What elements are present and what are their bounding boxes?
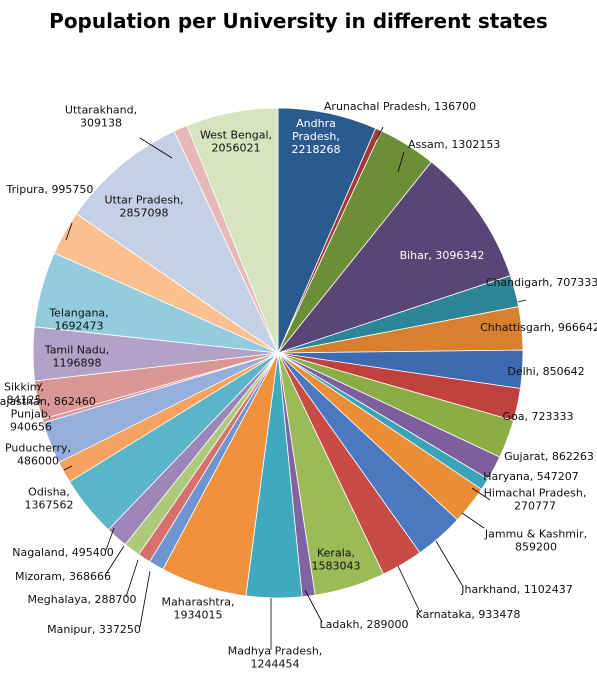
slice-label-chandigarh: Chandigarh, 707333: [486, 276, 597, 289]
slice-label-himachal-pradesh: Himachal Pradesh, 270777: [484, 487, 587, 513]
pie-slice-west-bengal: [186, 107, 279, 354]
slice-label-maharashtra: Maharashtra, 1934015: [162, 596, 235, 622]
slice-label-rajasthan: Rajasthan, 862460: [0, 395, 96, 408]
leader-line-arunachal-pradesh: [376, 126, 384, 140]
slice-label-arunachal-pradesh: Arunachal Pradesh, 136700: [324, 100, 476, 113]
pie-slices: [32, 107, 524, 599]
slice-label-andhra-pradesh: Andhra Pradesh, 2218268: [292, 117, 341, 156]
leader-line-puducherry: [63, 465, 73, 471]
slice-label-uttarakhand: Uttarakhand, 309138: [65, 104, 137, 130]
leader-line-sikkim: [37, 382, 43, 391]
slice-label-nagaland: Nagaland, 495400: [12, 546, 113, 559]
slice-label-delhi: Delhi, 850642: [507, 365, 584, 378]
leader-line-mizoram: [105, 545, 125, 575]
slice-label-west-bengal: West Bengal, 2056021: [200, 129, 272, 155]
slice-labels: Andhra Pradesh, 2218268 Arunachal Pradesh, …: [0, 100, 597, 671]
slice-label-jharkhand: Jharkhand, 1102437: [460, 583, 573, 596]
leader-lines: [37, 126, 527, 650]
leader-line-tripura: [65, 222, 73, 241]
leader-line-manipur: [139, 570, 151, 628]
slice-label-bihar: Bihar, 3096342: [400, 249, 485, 262]
slice-label-goa: Goa, 723333: [503, 410, 574, 423]
slice-label-tripura: Tripura, 995750: [6, 183, 94, 196]
slice-label-meghalaya: Meghalaya, 288700: [28, 593, 137, 606]
slice-label-ladakh: Ladakh, 289000: [320, 618, 409, 631]
slice-label-tamil-nadu: Tamil Nadu, 1196898: [44, 344, 109, 370]
slice-label-assam: Assam, 1302153: [408, 138, 500, 151]
slice-label-punjab: Punjab, 940656: [10, 408, 52, 434]
slice-label-mizoram: Mizoram, 368666: [15, 570, 111, 583]
chart-title: Population per University in different s…: [49, 9, 548, 33]
leader-line-uttarakhand: [139, 137, 173, 159]
slice-label-odisha: Odisha, 1367562: [25, 486, 74, 512]
slice-label-kerala: Kerala, 1583043: [312, 547, 361, 573]
slice-label-gujarat: Gujarat, 862263: [504, 450, 594, 463]
slice-label-madhya-pradesh: Madhya Pradesh, 1244454: [228, 645, 323, 671]
leader-line-karnataka: [397, 565, 421, 613]
leader-line-himachal-pradesh: [471, 487, 491, 501]
leader-line-jharkhand: [435, 540, 463, 586]
leader-line-jammu-and-kashmir: [461, 512, 485, 529]
slice-label-telangana: Telangana, 1692473: [48, 307, 108, 333]
slice-label-manipur: Manipur, 337250: [47, 623, 141, 636]
slice-label-chhattisgarh: Chhattisgarh, 966642: [480, 321, 597, 334]
leader-line-nagaland: [105, 527, 115, 551]
leader-line-meghalaya: [125, 559, 139, 598]
leader-line-assam: [397, 151, 405, 173]
pie-slice-bihar: [276, 161, 511, 354]
slice-label-haryana: Haryana, 547207: [483, 470, 578, 483]
slice-label-jammu-and-kashmir: Jammu & Kashmir, 859200: [484, 528, 587, 554]
pie-slice-uttar-pradesh: [75, 130, 279, 355]
leader-line-ladakh: [304, 589, 323, 623]
slice-label-puducherry: Puducherry, 486000: [5, 442, 71, 468]
slice-label-karnataka: Karnataka, 933478: [416, 608, 521, 621]
slice-label-sikkim: Sikkim, 84125: [4, 381, 44, 407]
leader-line-chandigarh: [517, 299, 527, 303]
slice-label-uttar-pradesh: Uttar Pradesh, 2857098: [104, 194, 183, 220]
